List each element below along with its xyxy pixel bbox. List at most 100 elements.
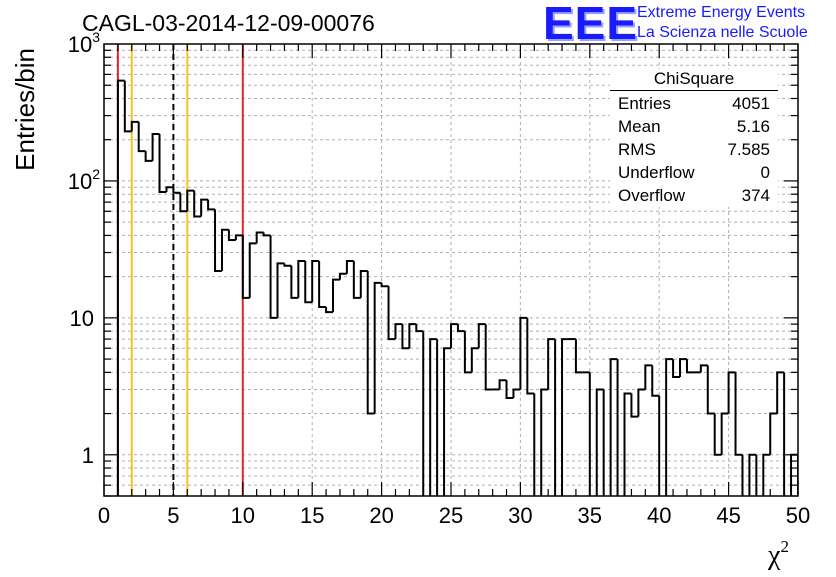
histogram-bin [561, 338, 569, 496]
stats-row-underflow: Underflow 0 [610, 161, 778, 184]
histogram-bin [422, 331, 425, 496]
y-tick-label: 10 [70, 306, 94, 331]
histogram-bin [519, 316, 528, 390]
x-axis-label: χ2 [767, 537, 789, 571]
histogram-bin [123, 80, 132, 133]
histogram-bin [408, 323, 417, 349]
histogram-bin [318, 261, 327, 309]
histogram-bin [602, 389, 605, 496]
histogram-bin [443, 347, 451, 496]
axes-layer: 0 5 10 15 20 25 30 35 40 45 50 1 10 102 103 [68, 29, 811, 528]
histogram-bin [713, 413, 722, 456]
histogram-bin [269, 235, 278, 319]
stats-value: 0 [760, 163, 770, 182]
histogram-bin [179, 192, 188, 213]
histogram-bin [623, 392, 632, 496]
histogram-bin [436, 339, 439, 496]
histogram-bin [359, 269, 368, 298]
histogram-bin [547, 338, 556, 390]
y-axis-label: Entries/bin [10, 48, 40, 171]
histogram-bin [574, 339, 583, 374]
x-tick-label: 25 [439, 503, 463, 528]
histogram-bin [304, 261, 313, 304]
histogram-bin [679, 358, 687, 377]
x-tick-label: 30 [508, 503, 532, 528]
eee-logo: EEE [543, 0, 639, 49]
histogram-bin [651, 365, 660, 397]
histogram-bin [380, 282, 389, 288]
histogram-bin [456, 324, 465, 333]
histogram-bin [186, 189, 195, 212]
histogram-bin [283, 263, 292, 267]
stats-value: 4051 [732, 94, 770, 113]
y-tick-label: 1 [82, 443, 94, 468]
histogram-bin [672, 359, 681, 378]
stats-value: 5.16 [736, 117, 770, 136]
histogram-bin [207, 199, 216, 211]
histogram-bin [484, 324, 493, 391]
histogram-bin [234, 234, 243, 241]
histogram-bin [241, 235, 250, 299]
histogram-bin [533, 393, 536, 496]
histogram-bin [826, 389, 833, 413]
stats-label: Entries [618, 94, 671, 113]
histogram-bin [345, 260, 354, 274]
histogram-bin [637, 388, 646, 417]
histogram-bin [116, 79, 125, 496]
histogram-bin [658, 395, 661, 496]
histogram-bin [720, 412, 729, 455]
statistics-box: ChiSquare Entries 4051 Mean 5.16 RMS 7.5… [610, 69, 778, 207]
histogram-bin [172, 187, 181, 194]
histogram-bin [498, 379, 507, 390]
histogram-bin [366, 270, 375, 415]
y-tick-label: 103 [68, 29, 100, 57]
histogram-bin [526, 317, 535, 395]
histogram-bin [130, 120, 139, 132]
histogram-bin [805, 389, 812, 516]
histogram-bin [595, 388, 604, 496]
histogram-bin [158, 134, 167, 194]
histogram-bin [137, 121, 146, 153]
x-tick-label: 40 [647, 503, 671, 528]
stats-label: Overflow [618, 186, 686, 205]
histogram-bin [214, 209, 222, 272]
histogram-bin [165, 186, 174, 193]
x-tick-label: 45 [716, 503, 740, 528]
histogram-bin [297, 260, 306, 298]
logo-tagline-2: La Scienza nelle Scuole [637, 24, 808, 41]
histogram-bin [248, 242, 257, 298]
histogram-bin [727, 371, 736, 414]
histogram-bin [144, 151, 153, 162]
histogram-bin [734, 372, 743, 456]
stats-row-entries: Entries 4051 [610, 92, 778, 115]
histogram-bin [255, 231, 264, 244]
x-tick-label: 0 [98, 503, 110, 528]
marker-lines-layer [116, 44, 244, 496]
x-tick-label: 5 [167, 503, 179, 528]
histogram-bin [706, 365, 715, 415]
stats-row-mean: Mean 5.16 [610, 115, 778, 138]
histogram-bin [373, 281, 382, 414]
histogram-bin [429, 338, 438, 496]
stats-row-overflow: Overflow 374 [610, 184, 778, 207]
histogram-bin [262, 232, 271, 237]
histogram-bin [220, 228, 229, 271]
histogram-layer [116, 79, 833, 516]
histogram-bin [644, 364, 653, 390]
histogram-bin [812, 389, 819, 454]
stats-label: Mean [618, 117, 661, 136]
histogram-bin [290, 265, 299, 299]
histogram-bin [401, 324, 410, 350]
histogram-bin [616, 359, 619, 496]
stats-row-rms: RMS 7.585 [610, 138, 778, 161]
logo-tagline-1: Extreme Energy Events [637, 4, 806, 21]
histogram-bin [685, 359, 694, 374]
histogram-bin [512, 388, 521, 398]
histogram-bin [588, 372, 591, 496]
histogram-bin [325, 307, 334, 314]
x-tick-label: 35 [578, 503, 602, 528]
histogram-bin [776, 371, 785, 414]
stats-value: 7.585 [727, 140, 770, 159]
stats-label: Underflow [618, 163, 695, 182]
